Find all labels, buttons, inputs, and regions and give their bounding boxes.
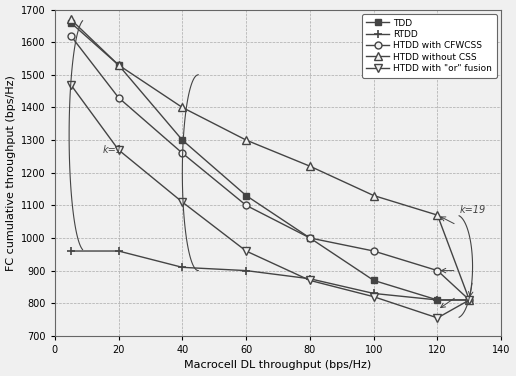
Text: k=1: k=1	[103, 145, 123, 155]
HTDD with CFWCSS	[68, 33, 74, 38]
HTDD with CFWCSS	[116, 96, 122, 100]
Text: k=19: k=19	[460, 205, 486, 215]
RTDD	[179, 265, 185, 270]
RTDD	[466, 298, 473, 302]
TDD	[243, 193, 249, 198]
HTDD with CFWCSS	[370, 249, 377, 253]
HTDD without CSS	[179, 105, 185, 110]
HTDD with "or" fusion	[370, 294, 377, 299]
TDD	[434, 298, 441, 302]
Line: RTDD: RTDD	[67, 247, 474, 304]
HTDD without CSS	[243, 138, 249, 143]
HTDD with "or" fusion	[466, 298, 473, 302]
Y-axis label: FC cumulative throughput (bps/Hz): FC cumulative throughput (bps/Hz)	[6, 75, 15, 271]
HTDD without CSS	[466, 298, 473, 302]
Legend: TDD, RTDD, HTDD with CFWCSS, HTDD without CSS, HTDD with "or" fusion: TDD, RTDD, HTDD with CFWCSS, HTDD withou…	[362, 14, 497, 78]
HTDD with CFWCSS	[243, 203, 249, 208]
HTDD without CSS	[434, 213, 441, 217]
Line: HTDD without CSS: HTDD without CSS	[67, 15, 474, 304]
RTDD	[307, 276, 313, 281]
TDD	[179, 138, 185, 143]
HTDD without CSS	[370, 193, 377, 198]
TDD	[116, 63, 122, 67]
HTDD without CSS	[68, 17, 74, 21]
HTDD without CSS	[116, 63, 122, 67]
HTDD with CFWCSS	[307, 236, 313, 240]
Line: HTDD with "or" fusion: HTDD with "or" fusion	[67, 80, 474, 322]
Line: TDD: TDD	[68, 20, 472, 303]
TDD	[307, 236, 313, 240]
RTDD	[116, 249, 122, 253]
HTDD with "or" fusion	[243, 249, 249, 253]
RTDD	[434, 298, 441, 302]
RTDD	[243, 268, 249, 273]
HTDD with CFWCSS	[179, 151, 185, 155]
HTDD without CSS	[307, 164, 313, 168]
HTDD with CFWCSS	[466, 298, 473, 302]
TDD	[370, 278, 377, 283]
HTDD with CFWCSS	[434, 268, 441, 273]
TDD	[466, 298, 473, 302]
RTDD	[370, 291, 377, 296]
HTDD with "or" fusion	[116, 148, 122, 152]
HTDD with "or" fusion	[68, 82, 74, 87]
TDD	[68, 20, 74, 25]
X-axis label: Macrocell DL throughput (bps/Hz): Macrocell DL throughput (bps/Hz)	[184, 361, 372, 370]
HTDD with "or" fusion	[179, 200, 185, 204]
RTDD	[68, 249, 74, 253]
Line: HTDD with CFWCSS: HTDD with CFWCSS	[67, 32, 473, 303]
HTDD with "or" fusion	[434, 316, 441, 320]
HTDD with "or" fusion	[307, 278, 313, 283]
